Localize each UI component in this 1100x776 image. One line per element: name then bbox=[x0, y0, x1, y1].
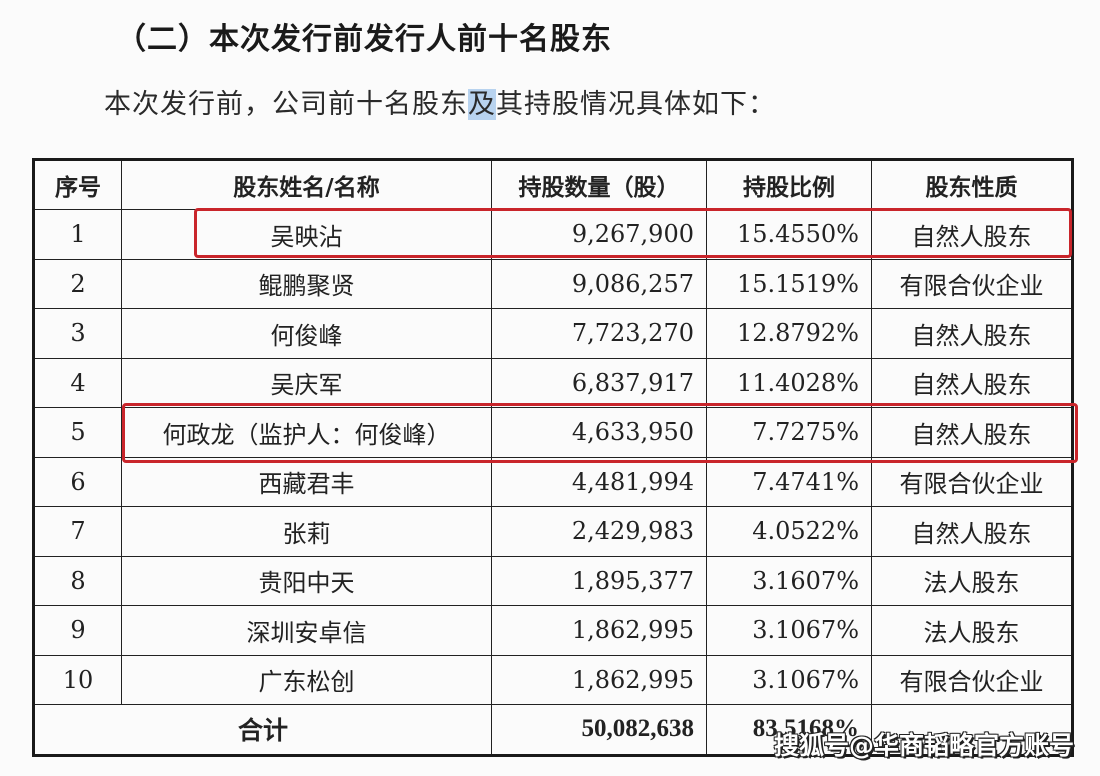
header-no: 序号 bbox=[33, 159, 122, 210]
cell-shares: 7,723,270 bbox=[491, 308, 707, 359]
cell-type: 有限合伙企业 bbox=[871, 258, 1073, 309]
cell-no: 7 bbox=[33, 506, 122, 557]
section-heading: （二）本次发行前发行人前十名股东 bbox=[116, 22, 612, 57]
cell-no: 5 bbox=[33, 407, 122, 458]
cell-shares: 4,481,994 bbox=[491, 456, 707, 507]
cell-ratio: 15.1519% bbox=[706, 258, 872, 309]
table-total-row: 合计 50,082,638 83.5168% bbox=[33, 704, 1073, 756]
total-ratio: 83.5168% bbox=[706, 704, 872, 756]
cell-name: 西藏君丰 bbox=[121, 456, 492, 507]
table-row: 4 吴庆军 6,837,917 11.4028% 自然人股东 bbox=[33, 357, 1073, 408]
cell-shares: 9,267,900 bbox=[491, 209, 707, 260]
cell-name: 吴庆军 bbox=[121, 357, 492, 408]
table-row: 8 贵阳中天 1,895,377 3.1607% 法人股东 bbox=[33, 555, 1073, 606]
cell-no: 4 bbox=[33, 357, 122, 408]
intro-text-before: 本次发行前，公司前十名股东 bbox=[104, 89, 468, 120]
table-row: 2 鲲鹏聚贤 9,086,257 15.1519% 有限合伙企业 bbox=[33, 258, 1073, 309]
cell-ratio: 15.4550% bbox=[706, 209, 872, 260]
cell-shares: 1,895,377 bbox=[491, 555, 707, 606]
table-row: 7 张莉 2,429,983 4.0522% 自然人股东 bbox=[33, 506, 1073, 557]
cell-type: 自然人股东 bbox=[871, 357, 1073, 408]
watermark: 搜狐号@华商韬略官方账号 bbox=[773, 731, 1074, 760]
cell-name: 广东松创 bbox=[121, 654, 492, 705]
shareholders-table: 序号 股东姓名/名称 持股数量（股） 持股比例 股东性质 1 吴映沾 9,267,9… bbox=[32, 158, 1074, 757]
cell-name: 何政龙（监护人：何俊峰） bbox=[121, 407, 492, 458]
cell-ratio: 3.1607% bbox=[706, 555, 872, 606]
table-row: 6 西藏君丰 4,481,994 7.4741% 有限合伙企业 bbox=[33, 456, 1073, 507]
cell-ratio: 11.4028% bbox=[706, 357, 872, 408]
table-header-row: 序号 股东姓名/名称 持股数量（股） 持股比例 股东性质 bbox=[33, 159, 1073, 210]
cell-name: 张莉 bbox=[121, 506, 492, 557]
cell-no: 8 bbox=[33, 555, 122, 606]
total-shares: 50,082,638 bbox=[491, 704, 707, 756]
cell-name: 贵阳中天 bbox=[121, 555, 492, 606]
cell-no: 1 bbox=[33, 209, 122, 260]
cell-type: 法人股东 bbox=[871, 605, 1073, 656]
cell-name: 鲲鹏聚贤 bbox=[121, 258, 492, 309]
cell-shares: 9,086,257 bbox=[491, 258, 707, 309]
total-label: 合计 bbox=[33, 704, 492, 756]
cell-type: 有限合伙企业 bbox=[871, 456, 1073, 507]
table-row: 5 何政龙（监护人：何俊峰） 4,633,950 7.7275% 自然人股东 bbox=[33, 407, 1073, 458]
header-type: 股东性质 bbox=[871, 159, 1073, 210]
header-shares: 持股数量（股） bbox=[491, 159, 707, 210]
cell-no: 10 bbox=[33, 654, 122, 705]
cell-shares: 6,837,917 bbox=[491, 357, 707, 408]
cell-name: 何俊峰 bbox=[121, 308, 492, 359]
cell-shares: 1,862,995 bbox=[491, 654, 707, 705]
header-ratio: 持股比例 bbox=[706, 159, 872, 210]
cell-ratio: 7.4741% bbox=[706, 456, 872, 507]
cell-type: 自然人股东 bbox=[871, 209, 1073, 260]
intro-paragraph: 本次发行前，公司前十名股东及其持股情况具体如下： bbox=[104, 82, 776, 121]
intro-text-after: 其持股情况具体如下： bbox=[496, 89, 776, 120]
table-row: 10 广东松创 1,862,995 3.1067% 有限合伙企业 bbox=[33, 654, 1073, 705]
cell-ratio: 3.1067% bbox=[706, 605, 872, 656]
cell-type: 有限合伙企业 bbox=[871, 654, 1073, 705]
cell-shares: 2,429,983 bbox=[491, 506, 707, 557]
cell-ratio: 3.1067% bbox=[706, 654, 872, 705]
cell-ratio: 7.7275% bbox=[706, 407, 872, 458]
cell-type: 自然人股东 bbox=[871, 407, 1073, 458]
table-row: 3 何俊峰 7,723,270 12.8792% 自然人股东 bbox=[33, 308, 1073, 359]
total-type bbox=[871, 704, 1073, 756]
cell-no: 6 bbox=[33, 456, 122, 507]
selected-text-highlight: 及 bbox=[468, 89, 496, 120]
cell-shares: 4,633,950 bbox=[491, 407, 707, 458]
cell-type: 法人股东 bbox=[871, 555, 1073, 606]
cell-shares: 1,862,995 bbox=[491, 605, 707, 656]
cell-name: 吴映沾 bbox=[121, 209, 492, 260]
cell-no: 9 bbox=[33, 605, 122, 656]
table-row: 9 深圳安卓信 1,862,995 3.1067% 法人股东 bbox=[33, 605, 1073, 656]
cell-no: 3 bbox=[33, 308, 122, 359]
cell-no: 2 bbox=[33, 258, 122, 309]
cell-name: 深圳安卓信 bbox=[121, 605, 492, 656]
cell-ratio: 12.8792% bbox=[706, 308, 872, 359]
table-row: 1 吴映沾 9,267,900 15.4550% 自然人股东 bbox=[33, 209, 1073, 260]
cell-ratio: 4.0522% bbox=[706, 506, 872, 557]
cell-type: 自然人股东 bbox=[871, 506, 1073, 557]
header-name: 股东姓名/名称 bbox=[121, 159, 492, 210]
cell-type: 自然人股东 bbox=[871, 308, 1073, 359]
